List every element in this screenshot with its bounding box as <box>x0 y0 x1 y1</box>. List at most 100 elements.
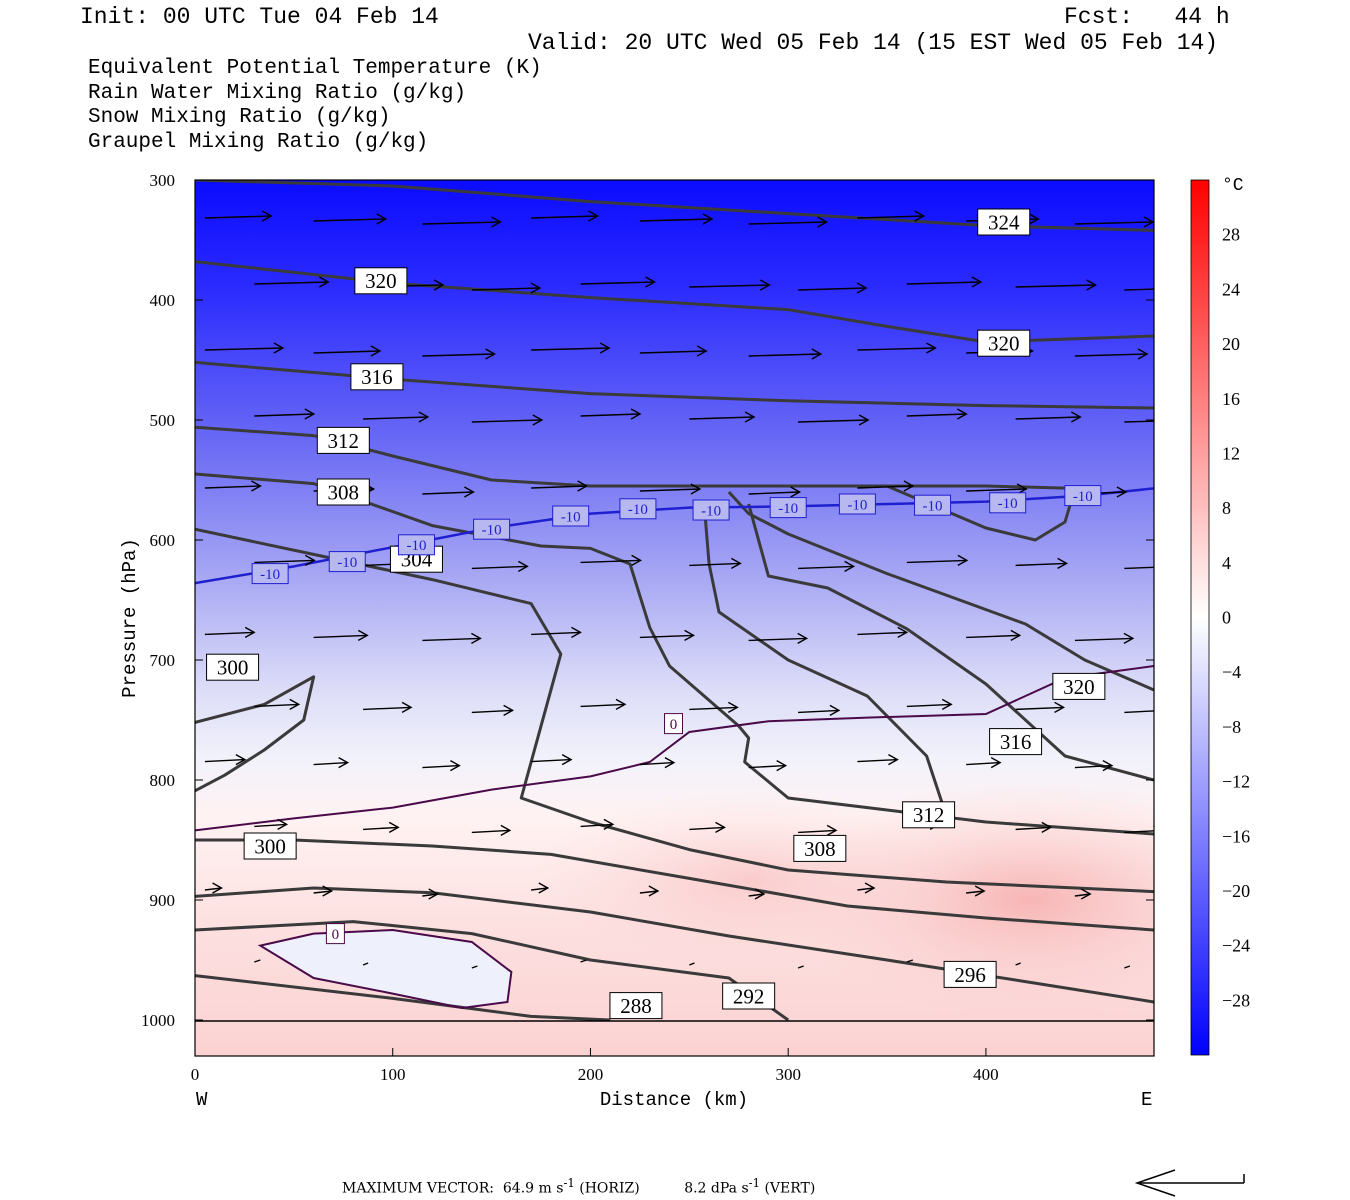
theta-e-296-8 <box>195 886 1154 1004</box>
y-tick-label-4: 700 <box>150 651 176 670</box>
svg-text:-10: -10 <box>998 496 1018 512</box>
contour-label-17: -10 <box>328 551 366 573</box>
wind-vector-99 <box>254 959 261 963</box>
wind-vector-28 <box>363 411 430 423</box>
svg-text:-10: -10 <box>482 522 502 538</box>
wind-vector-98 <box>1074 888 1092 900</box>
wind-vector-11 <box>471 282 542 294</box>
wind-vector-33 <box>906 408 968 420</box>
x-tick-label-4: 400 <box>973 1065 999 1084</box>
fcst-value: 44 h <box>1174 4 1230 30</box>
footer-label: MAXIMUM VECTOR: <box>342 1180 494 1197</box>
wind-vector-59 <box>748 632 809 645</box>
svg-text:300: 300 <box>217 656 249 680</box>
contour-label-13: 296 <box>943 960 997 988</box>
contour-label-2: 320 <box>977 329 1031 357</box>
wind-vector-95 <box>748 888 766 900</box>
wind-vector-8 <box>1074 216 1154 228</box>
wind-vector-96 <box>857 882 876 894</box>
contour-label-9: 316 <box>989 728 1043 756</box>
footer-vert: 8.2 dPa s <box>684 1180 749 1197</box>
wind-vector-94 <box>639 885 660 897</box>
wind-vector-83 <box>471 824 512 837</box>
wind-vector-71 <box>1124 710 1154 714</box>
theta-e-300-7 <box>195 838 1154 932</box>
wind-vector-0 <box>204 210 273 222</box>
wind-vector-91 <box>313 885 334 897</box>
wind-vector-66 <box>580 698 627 711</box>
isotherm-0-1 <box>195 665 1154 832</box>
wind-vector-52 <box>1015 557 1069 570</box>
wind-vector-79 <box>966 756 1002 769</box>
temperature-fill <box>195 180 1154 1056</box>
theta-e-316-12 <box>747 503 1154 782</box>
contour-label-28: 0 <box>664 713 684 735</box>
wind-vector-74 <box>422 759 461 772</box>
colorbar-label-14: −28 <box>1222 990 1250 1010</box>
svg-text:288: 288 <box>620 994 652 1018</box>
wind-vector-22 <box>639 345 708 357</box>
wind-vector-77 <box>748 759 788 772</box>
contour-label-20: -10 <box>552 505 590 527</box>
svg-text:320: 320 <box>365 269 397 293</box>
wind-vector-88 <box>1015 821 1053 834</box>
contour-label-1: 320 <box>354 267 408 295</box>
wind-vector-106 <box>1015 962 1021 966</box>
contour-label-5: 308 <box>316 478 370 506</box>
wind-vector-60 <box>857 626 909 639</box>
wind-vector-15 <box>906 276 983 288</box>
wind-vector-50 <box>798 560 856 573</box>
theta-e-312-3 <box>195 425 1077 542</box>
wind-vector-26 <box>1074 348 1149 360</box>
wind-vector-42 <box>857 480 915 492</box>
wind-vector-78 <box>857 753 899 766</box>
y-tick-label-1: 400 <box>150 291 176 310</box>
wind-vector-6 <box>857 210 926 222</box>
wind-vector-84 <box>580 818 615 831</box>
wind-vector-16 <box>1015 279 1098 291</box>
legend-rain: Rain Water Mixing Ratio (g/kg) <box>88 82 467 105</box>
colorbar-labels: 28 24 20 16 12 8 4 0 −4 −8 −12 −16 −20 −24 −28 <box>1222 225 1250 1011</box>
wind-vector-65 <box>471 704 515 717</box>
wind-vector-20 <box>422 348 496 360</box>
wind-vector-38 <box>422 486 475 498</box>
contour-label-15: 288 <box>609 992 663 1020</box>
contour-label-29: 0 <box>325 923 345 945</box>
y-tick-label-3: 600 <box>150 531 176 550</box>
wind-vector-100 <box>362 962 369 966</box>
wind-vector-30 <box>580 408 642 420</box>
contour-label-18: -10 <box>397 534 435 556</box>
wind-vector-107 <box>1124 965 1131 969</box>
svg-text:-10: -10 <box>923 498 943 514</box>
colorbar-label-0: 28 <box>1222 225 1240 245</box>
wind-vector-102 <box>580 959 587 963</box>
svg-text:324: 324 <box>988 210 1020 234</box>
contour-label-12: 300 <box>243 832 297 860</box>
contour-label-19: -10 <box>473 518 511 540</box>
colorbar-label-1: 24 <box>1222 279 1240 299</box>
wind-vector-80 <box>1074 759 1114 772</box>
wind-vector-104 <box>797 965 804 969</box>
colorbar-label-13: −24 <box>1222 936 1250 956</box>
svg-text:-10: -10 <box>778 501 798 517</box>
wind-vector-82 <box>363 821 400 834</box>
svg-text:-10: -10 <box>628 502 648 518</box>
colorbar-label-6: 4 <box>1222 553 1231 573</box>
wind-vector-23 <box>748 348 823 360</box>
wind-vector-70 <box>1015 701 1066 714</box>
wind-vector-34 <box>1015 411 1082 423</box>
y-tick-label-5: 800 <box>150 771 176 790</box>
plot-frame <box>194 179 1155 1057</box>
colorbar-label-9: −8 <box>1222 717 1241 737</box>
wind-vector-103 <box>689 962 695 966</box>
footer-vert-exp: -1 <box>748 1176 760 1190</box>
svg-text:-10: -10 <box>701 503 721 519</box>
footer-arrow-icon <box>1134 1169 1245 1197</box>
legend-snow: Snow Mixing Ratio (g/kg) <box>88 106 391 129</box>
colorbar-label-7: 0 <box>1222 608 1231 628</box>
wind-vector-75 <box>531 753 573 766</box>
legend-theta-e: Equivalent Potential Temperature (K) <box>88 57 542 80</box>
contour-label-21: -10 <box>619 498 657 520</box>
wind-vector-56 <box>422 632 482 645</box>
